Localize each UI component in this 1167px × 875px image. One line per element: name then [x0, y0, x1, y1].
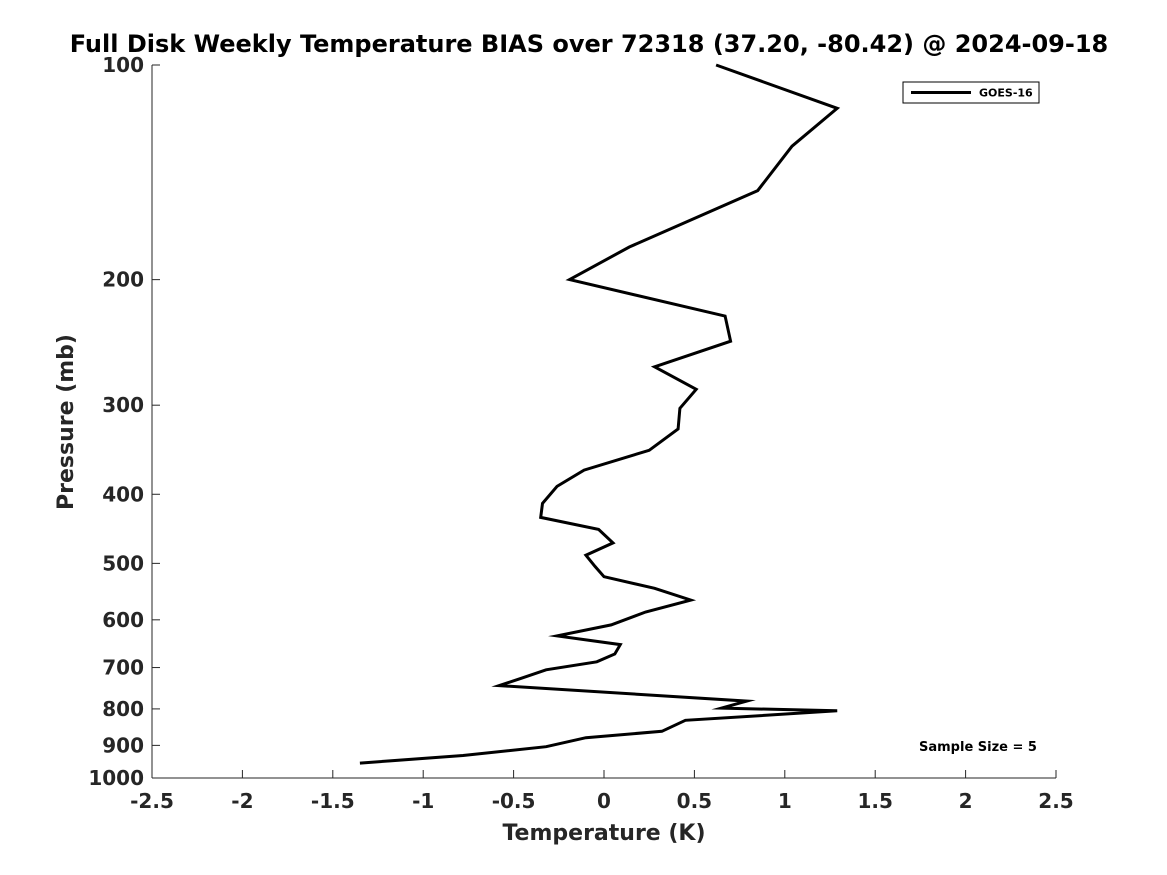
y-tick-label: 1000 [88, 766, 144, 790]
y-tick-label: 200 [102, 268, 144, 292]
y-tick-label: 500 [102, 551, 144, 575]
x-axis-label: Temperature (K) [502, 821, 705, 846]
y-tick-label: 800 [102, 697, 144, 721]
x-tick-label: 1 [778, 789, 792, 813]
x-tick-label: -0.5 [492, 789, 536, 813]
y-axis-label: Pressure (mb) [54, 334, 79, 510]
x-axis-ticks: -2.5 -2 -1.5 -1 -0.5 0 0.5 1 1.5 2 2.5 [130, 770, 1074, 813]
legend: GOES-16 [902, 81, 1040, 104]
y-tick-label: 600 [102, 608, 144, 632]
x-tick-label: -1 [412, 789, 434, 813]
y-tick-label: 400 [102, 482, 144, 506]
x-tick-label: -1.5 [311, 789, 355, 813]
y-axis-ticks: 100 200 300 400 500 600 700 800 900 1000 [88, 53, 160, 790]
x-tick-label: 2.5 [1038, 789, 1073, 813]
x-tick-label: 1.5 [857, 789, 892, 813]
x-tick-label: 0.5 [677, 789, 712, 813]
y-tick-label: 700 [102, 656, 144, 680]
y-tick-label: 100 [102, 53, 144, 77]
y-tick-label: 300 [102, 393, 144, 417]
series-line-goes-16 [359, 63, 841, 765]
chart-title: Full Disk Weekly Temperature BIAS over 7… [70, 30, 1109, 58]
x-tick-label: 2 [959, 789, 973, 813]
legend-label-goes-16: GOES-16 [979, 87, 1033, 100]
x-tick-label: 0 [597, 789, 611, 813]
series-layer [359, 63, 841, 765]
plot-axes [151, 65, 1056, 779]
x-tick-label: -2 [231, 789, 253, 813]
sample-size-annotation: Sample Size = 5 [919, 740, 1037, 755]
y-tick-label: 900 [102, 733, 144, 757]
x-tick-label: -2.5 [130, 789, 174, 813]
